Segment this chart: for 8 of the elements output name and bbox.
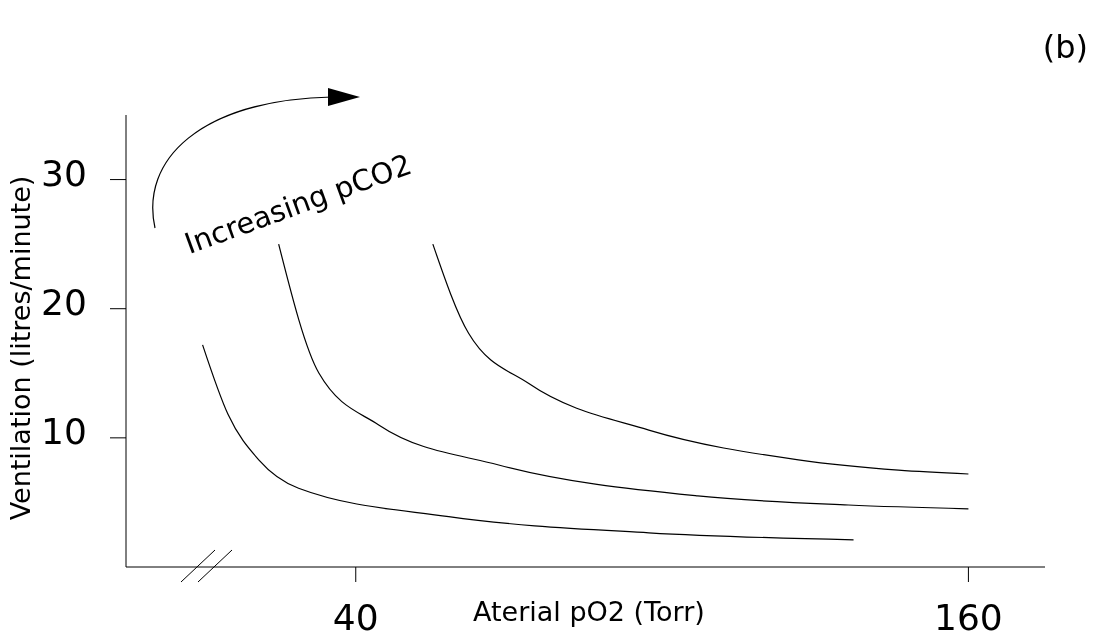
- y-tick-label: 10: [41, 410, 87, 452]
- y-tick-label: 30: [41, 152, 87, 194]
- x-tick-label: 40: [332, 597, 379, 638]
- y-tick-label: 20: [41, 281, 87, 323]
- chart-title: (b): [1042, 28, 1088, 66]
- x-axis-title: Aterial pO2 (Torr): [473, 596, 705, 627]
- y-axis-title: Ventilation (litres/minute): [4, 175, 36, 521]
- x-tick-label: 160: [934, 597, 1003, 638]
